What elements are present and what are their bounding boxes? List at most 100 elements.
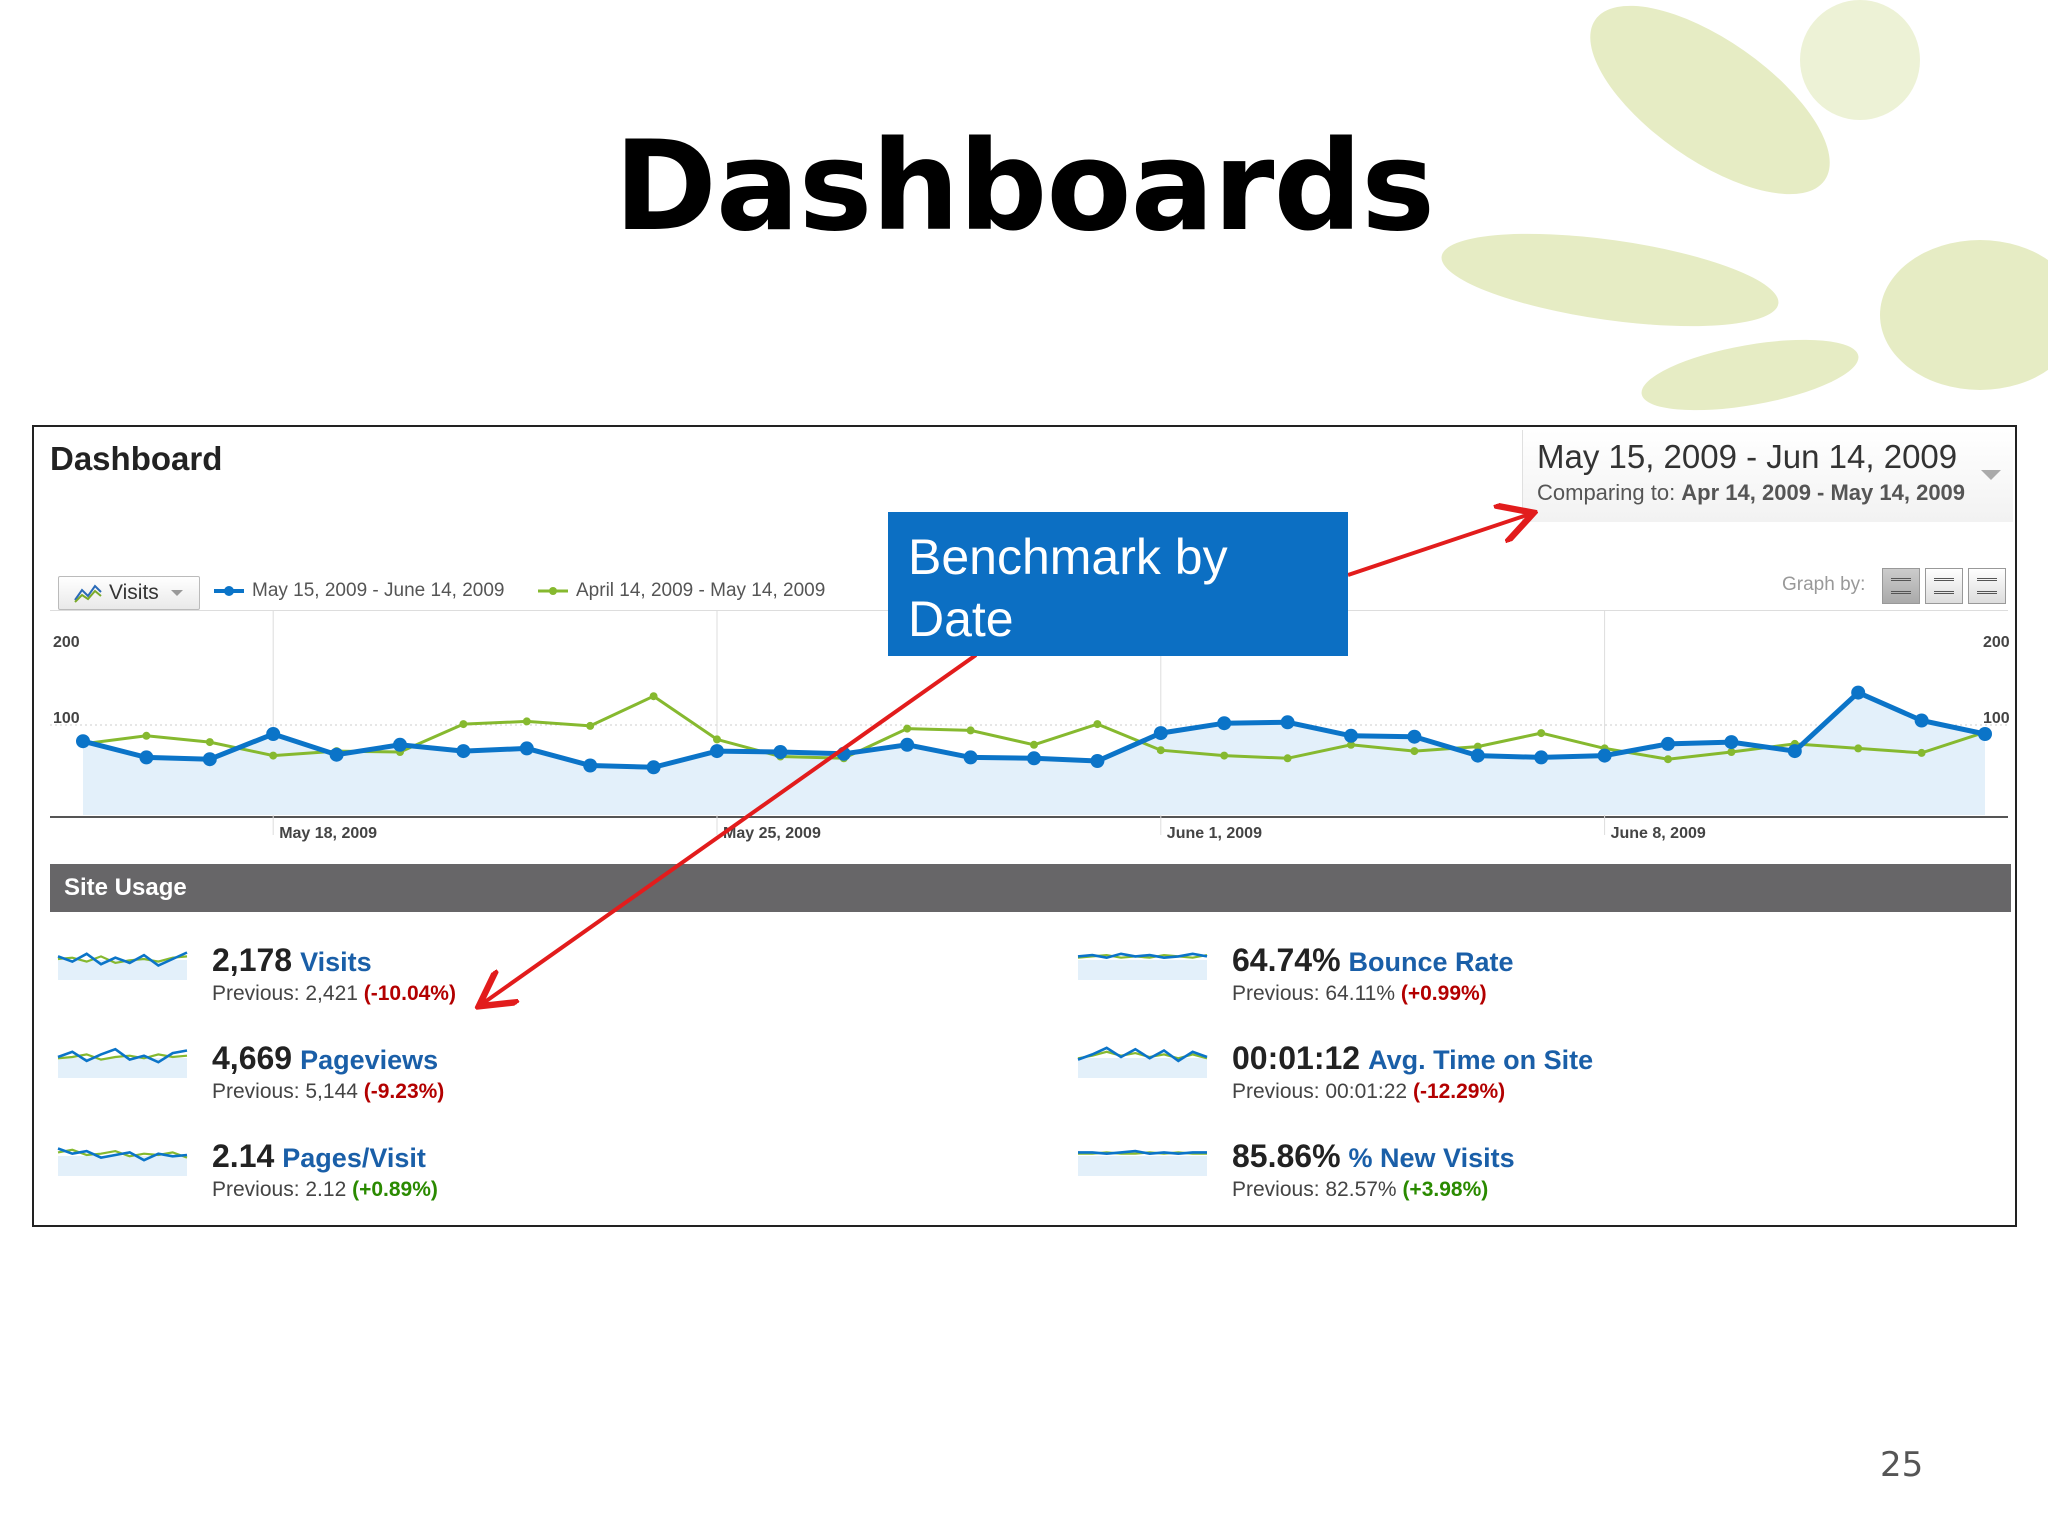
series-point-current [202,752,217,767]
series-point-previous [1347,740,1355,749]
legend-swatch-blue [214,586,244,596]
slide-title: Dashboards [613,115,1435,259]
series-point-current [900,737,915,752]
metric-label-link[interactable]: Pageviews [300,1045,439,1075]
sparkline-icon [57,1147,188,1176]
legend-previous-period: April 14, 2009 - May 14, 2009 [538,580,825,602]
series-point-current [836,746,851,761]
metric-change: (-10.04%) [363,982,456,1005]
x-tick-label: May 25, 2009 [723,825,821,842]
series-point-current [646,760,661,775]
metric-value: 2.14 [212,1138,275,1174]
metric-selector-label: Visits [109,581,159,604]
series-point-current [710,744,724,759]
y-tick-label-right: 100 [1983,710,2010,727]
sparkline-icon [1078,1149,1207,1176]
series-point-current [393,737,407,752]
series-point-current [1661,736,1675,751]
sparkline-area [58,1156,187,1176]
sparkline-icon [57,951,188,980]
metric-previous: Previous: 2,421 (-10.04%) [212,982,456,1006]
metric-value: 2,178 [212,942,293,978]
series-point-previous [1093,720,1102,729]
series-point-current [1153,726,1168,741]
chevron-down-icon[interactable] [1981,470,2001,480]
line-chart-icon [74,584,102,603]
callout-line-1: Benchmark by [908,529,1228,585]
series-point-previous [459,720,468,729]
series-point-previous [1283,754,1292,763]
legend-label: April 14, 2009 - May 14, 2009 [576,580,826,601]
series-point-previous [713,735,721,744]
graph-by-month-button[interactable] [1968,568,2006,604]
metric-previous: Previous: 64.11% (+0.99%) [1232,982,1487,1006]
sparkline-area [58,1058,187,1078]
graph-by-day-button[interactable] [1882,568,1920,604]
series-point-previous [142,731,151,740]
graph-by-week-button[interactable] [1925,568,1963,604]
series-point-current [1914,713,1929,728]
leaf-decoration [1880,240,2048,390]
metric-change: (+0.89%) [352,1178,438,1201]
series-point-current [963,750,978,765]
metric-previous: Previous: 00:01:22 (-12.29%) [1232,1080,1505,1104]
series-point-current [1027,751,1041,766]
metric-previous: Previous: 82.57% (+3.98%) [1232,1178,1488,1202]
metric-value-line: 85.86%% New Visits [1232,1138,1515,1175]
series-point-current [266,727,281,741]
metric-change: (+3.98%) [1402,1178,1489,1201]
comparison-range-text: Comparing to: Apr 14, 2009 - May 14, 200… [1537,480,1965,506]
series-point-current [1090,754,1105,768]
metric-label-link[interactable]: Visits [300,947,372,977]
series-point-current [1597,748,1612,763]
series-point-current [1978,727,1992,741]
legend-current-period: May 15, 2009 - June 14, 2009 [214,580,504,602]
date-range-text: May 15, 2009 - Jun 14, 2009 [1537,438,1958,475]
series-point-current [139,750,154,765]
metric-value: 00:01:12 [1232,1040,1361,1076]
series-point-previous [1664,755,1672,764]
series-point-previous [205,738,214,747]
series-point-current [329,747,344,762]
metric-previous-value: Previous: 00:01:22 [1232,1080,1413,1103]
sparkline-icon [1077,1046,1208,1078]
metric-previous-value: Previous: 64.11% [1232,982,1401,1005]
metric-previous: Previous: 5,144 (-9.23%) [212,1080,444,1104]
metric-label-link[interactable]: Avg. Time on Site [1368,1045,1594,1075]
metric-previous-value: Previous: 5,144 [212,1080,364,1103]
table-view-icon [1977,578,1997,594]
y-tick-label-left: 100 [53,710,80,727]
sparkline-line [57,951,188,967]
chevron-down-icon [170,590,183,596]
series-point-current [1787,744,1802,759]
leaf-decoration [1800,0,1920,120]
metric-value: 64.74% [1232,942,1341,978]
sparkline-line [57,1147,188,1162]
series-point-current [773,745,788,759]
series-point-current [1724,735,1739,750]
metric-previous-value: Previous: 2.12 [212,1178,353,1201]
series-point-previous [1917,748,1926,757]
x-tick-label: June 8, 2009 [1611,825,1706,842]
metric-previous: Previous: 2.12 (+0.89%) [212,1178,438,1202]
metric-value: 4,669 [212,1040,293,1076]
metric-value-line: 4,669 Pageviews [212,1040,438,1077]
metric-label-link[interactable]: % New Visits [1348,1143,1515,1173]
series-point-previous [1727,748,1736,756]
date-range-picker[interactable]: May 15, 2009 - Jun 14, 2009 Comparing to… [1522,430,2013,522]
metric-label-link[interactable]: Pages/Visit [282,1143,426,1173]
metric-value-line: 00:01:12 Avg. Time on Site [1232,1040,1593,1077]
series-point-previous [1156,746,1165,755]
metric-label-link[interactable]: Bounce Rate [1348,947,1514,977]
y-tick-label-left: 200 [53,634,80,651]
sparkline-area [1078,960,1207,980]
series-point-current [1407,729,1422,744]
legend-swatch-green [538,587,568,595]
series-point-current [1217,716,1232,731]
series-point-previous [1220,751,1229,760]
series-point-previous [269,751,278,760]
x-tick-label: May 18, 2009 [279,825,377,842]
x-tick-label: June 1, 2009 [1167,825,1262,842]
series-point-current [1470,748,1485,763]
metric-selector-dropdown[interactable]: Visits [58,576,200,610]
